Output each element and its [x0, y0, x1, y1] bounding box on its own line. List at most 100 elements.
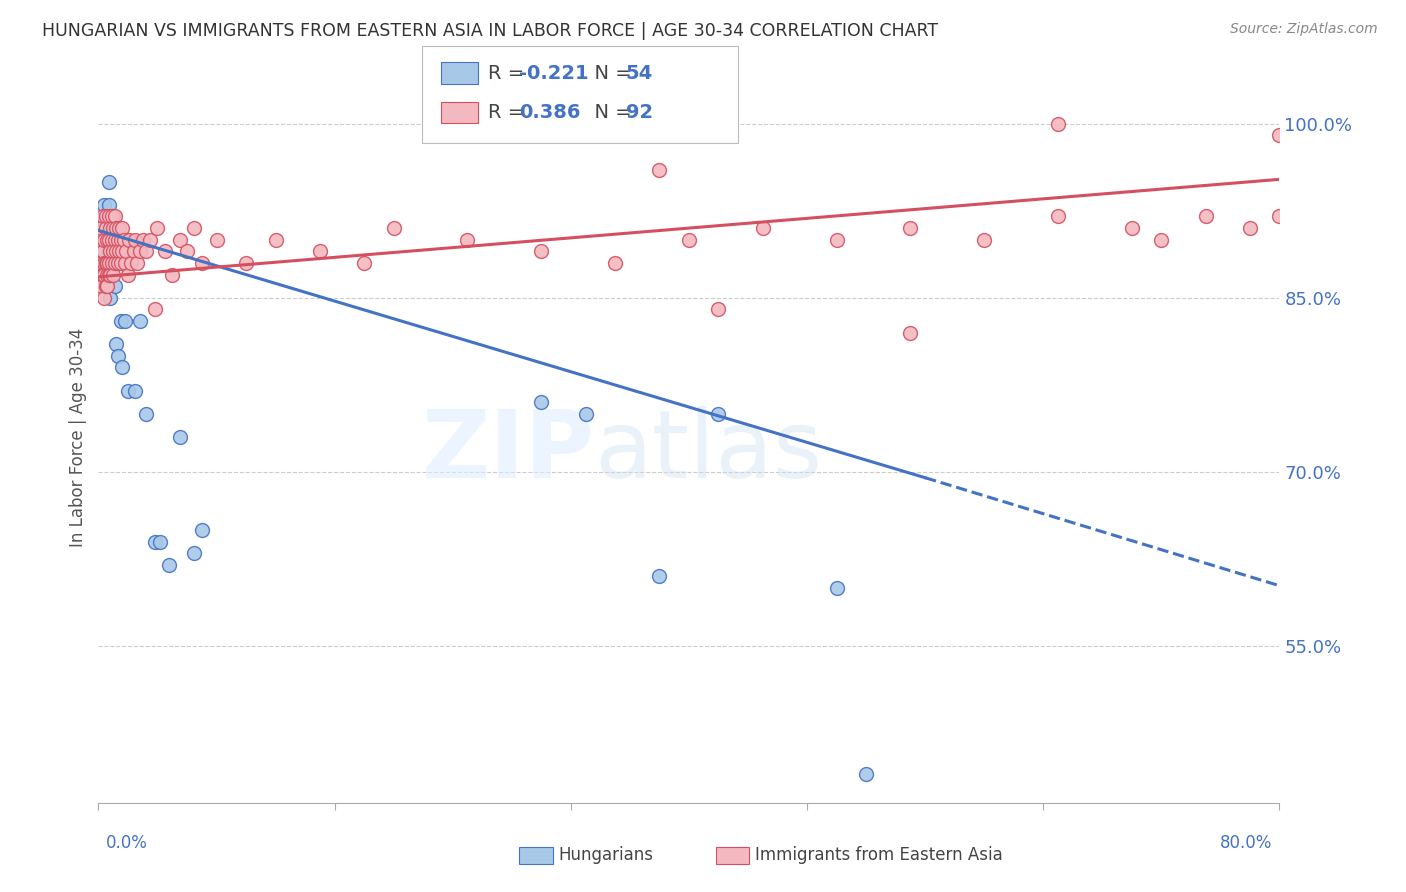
Text: N =: N = — [582, 103, 638, 122]
Point — [530, 395, 553, 409]
Point — [111, 244, 134, 259]
Point — [93, 198, 115, 212]
Text: 54: 54 — [626, 63, 652, 83]
Point — [94, 210, 117, 224]
Point — [855, 766, 877, 780]
Point — [825, 581, 848, 595]
Point — [90, 233, 112, 247]
Point — [91, 233, 114, 247]
Y-axis label: In Labor Force | Age 30-34: In Labor Force | Age 30-34 — [69, 327, 87, 547]
Point — [98, 268, 121, 282]
Point — [191, 523, 214, 537]
Point — [104, 210, 127, 224]
Point — [110, 233, 132, 247]
Point — [678, 233, 700, 247]
Point — [97, 221, 120, 235]
Point — [1121, 221, 1143, 235]
Text: HUNGARIAN VS IMMIGRANTS FROM EASTERN ASIA IN LABOR FORCE | AGE 30-34 CORRELATION: HUNGARIAN VS IMMIGRANTS FROM EASTERN ASI… — [42, 22, 938, 40]
Point — [94, 256, 117, 270]
Point — [91, 268, 114, 282]
Point — [93, 291, 115, 305]
Point — [97, 244, 120, 259]
Point — [457, 233, 479, 247]
Point — [98, 256, 121, 270]
Point — [107, 256, 129, 270]
Point — [105, 337, 128, 351]
Point — [139, 233, 162, 247]
Point — [108, 221, 131, 235]
Point — [98, 291, 121, 305]
Point — [605, 256, 627, 270]
Point — [575, 407, 598, 421]
Point — [118, 233, 141, 247]
Point — [382, 221, 405, 235]
Point — [96, 233, 118, 247]
Point — [120, 256, 142, 270]
Point — [104, 279, 127, 293]
Point — [149, 534, 172, 549]
Point — [97, 268, 120, 282]
Point — [122, 244, 145, 259]
Point — [825, 233, 848, 247]
Text: R =: R = — [488, 103, 530, 122]
Point — [157, 558, 180, 572]
Point — [1268, 210, 1291, 224]
Point — [93, 256, 115, 270]
Point — [103, 210, 125, 224]
Point — [135, 407, 157, 421]
Point — [97, 268, 120, 282]
Point — [143, 302, 166, 317]
Point — [114, 256, 136, 270]
Point — [1239, 221, 1261, 235]
Text: -0.221: -0.221 — [519, 63, 589, 83]
Point — [93, 244, 115, 259]
Point — [93, 268, 115, 282]
Point — [117, 268, 139, 282]
Point — [89, 221, 111, 235]
Point — [100, 233, 122, 247]
Point — [752, 221, 775, 235]
Point — [89, 268, 111, 282]
Point — [105, 244, 128, 259]
Point — [90, 256, 112, 270]
Point — [90, 268, 112, 282]
Point — [900, 326, 922, 340]
Point — [91, 244, 114, 259]
Point — [94, 210, 117, 224]
Point — [153, 244, 176, 259]
Point — [530, 244, 553, 259]
Point — [183, 221, 205, 235]
Point — [264, 233, 287, 247]
Point — [105, 221, 128, 235]
Text: atlas: atlas — [595, 406, 823, 498]
Point — [169, 430, 191, 444]
Point — [235, 256, 257, 270]
Point — [143, 534, 166, 549]
Text: Hungarians: Hungarians — [558, 847, 654, 864]
Point — [114, 314, 136, 328]
Point — [1046, 117, 1070, 131]
Point — [1195, 210, 1218, 224]
Point — [94, 233, 117, 247]
Point — [1046, 210, 1070, 224]
Point — [90, 221, 112, 235]
Point — [648, 163, 671, 178]
Point — [353, 256, 375, 270]
Text: ZIP: ZIP — [422, 406, 595, 498]
Point — [98, 244, 121, 259]
Point — [900, 221, 922, 235]
Point — [309, 244, 332, 259]
Point — [91, 210, 114, 224]
Text: Immigrants from Eastern Asia: Immigrants from Eastern Asia — [755, 847, 1002, 864]
Point — [117, 384, 139, 398]
Point — [648, 569, 671, 583]
Point — [110, 256, 132, 270]
Point — [96, 268, 118, 282]
Point — [97, 233, 120, 247]
Point — [96, 233, 118, 247]
Point — [90, 279, 112, 293]
Point — [108, 244, 131, 259]
Point — [103, 268, 125, 282]
Point — [90, 244, 112, 259]
Point — [169, 233, 191, 247]
